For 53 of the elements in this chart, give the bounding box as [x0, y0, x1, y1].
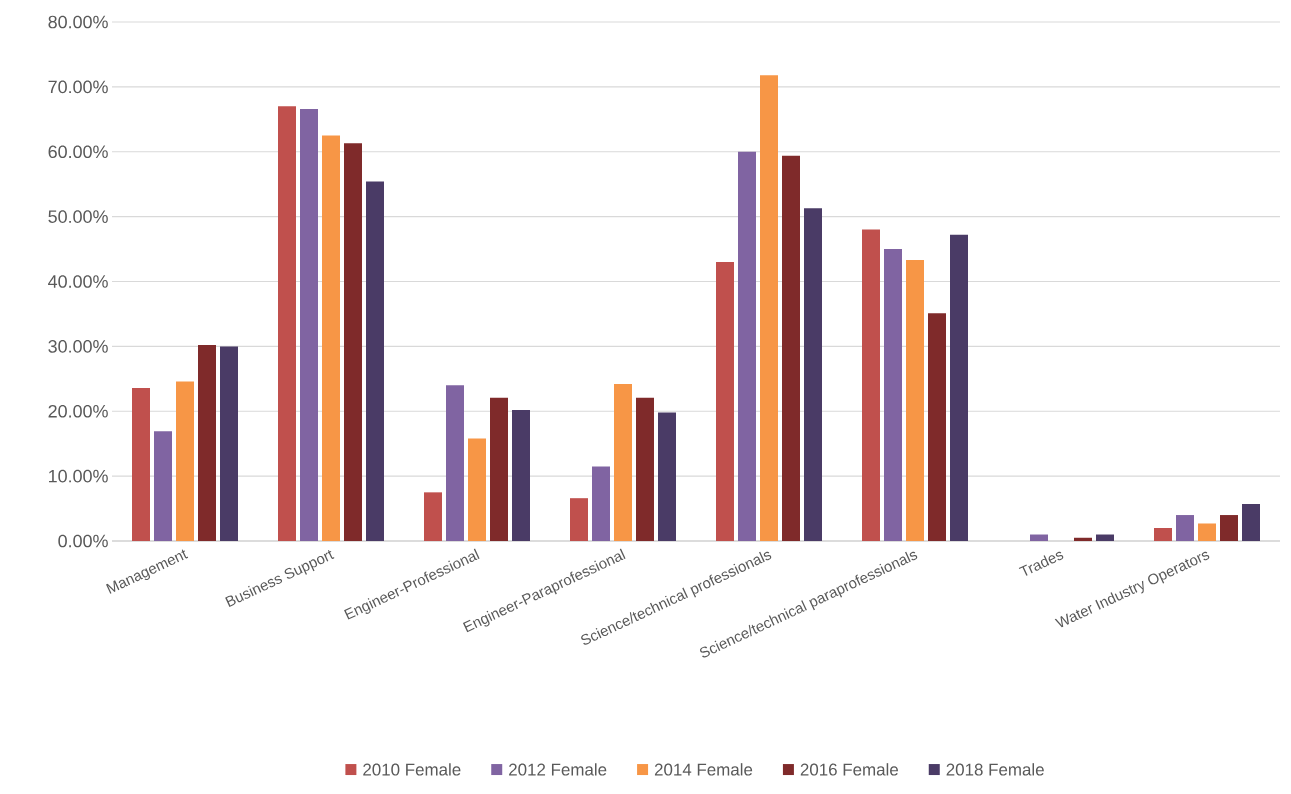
y-tick-label: 0.00% — [58, 534, 108, 548]
y-tick-label: 60.00% — [48, 145, 108, 159]
bar — [804, 208, 822, 541]
y-tick-label: 30.00% — [48, 340, 108, 353]
y-tick-label: 20.00% — [48, 404, 108, 418]
bar — [344, 143, 362, 541]
bar — [1154, 528, 1172, 541]
bar — [468, 438, 486, 541]
bar — [1198, 523, 1216, 541]
bar — [862, 229, 880, 541]
bar — [366, 181, 384, 541]
bar — [1074, 537, 1092, 541]
bar — [906, 260, 924, 541]
bar — [300, 108, 318, 541]
bar — [1030, 534, 1048, 541]
bar — [636, 397, 654, 541]
legend-label: 2016 Female — [800, 763, 898, 776]
legend-label: 2010 Female — [363, 763, 461, 776]
y-tick-label: 50.00% — [48, 210, 108, 223]
bar — [154, 431, 172, 541]
y-tick-label: 70.00% — [48, 80, 108, 94]
y-tick-label: 80.00% — [48, 15, 108, 29]
x-tick-label: Trades — [1018, 551, 1064, 576]
legend-label: 2014 Female — [654, 763, 753, 776]
bar — [446, 385, 464, 541]
bar — [570, 498, 588, 541]
bar — [760, 75, 778, 541]
bar — [950, 234, 968, 541]
bar — [1176, 515, 1194, 541]
bar — [592, 466, 610, 541]
bar — [198, 345, 216, 541]
y-tick-label: 10.00% — [49, 469, 108, 483]
bar — [132, 387, 150, 541]
bar — [1242, 504, 1260, 541]
bar — [1096, 534, 1114, 541]
bar — [884, 249, 902, 541]
legend-label: 2018 Female — [946, 763, 1044, 776]
bar — [738, 151, 756, 541]
legend-label: 2012 Female — [509, 763, 607, 776]
bar — [512, 409, 530, 541]
bar — [176, 381, 194, 541]
bar — [716, 262, 734, 541]
y-tick-label: 40.00% — [48, 275, 108, 288]
bar — [322, 135, 340, 541]
bar — [490, 397, 508, 541]
bar — [782, 155, 800, 541]
bar — [614, 384, 632, 541]
bar — [220, 346, 238, 541]
bar — [658, 412, 676, 541]
bar — [928, 313, 946, 541]
bar — [1220, 515, 1238, 541]
bar — [278, 106, 296, 541]
bar — [424, 492, 442, 541]
